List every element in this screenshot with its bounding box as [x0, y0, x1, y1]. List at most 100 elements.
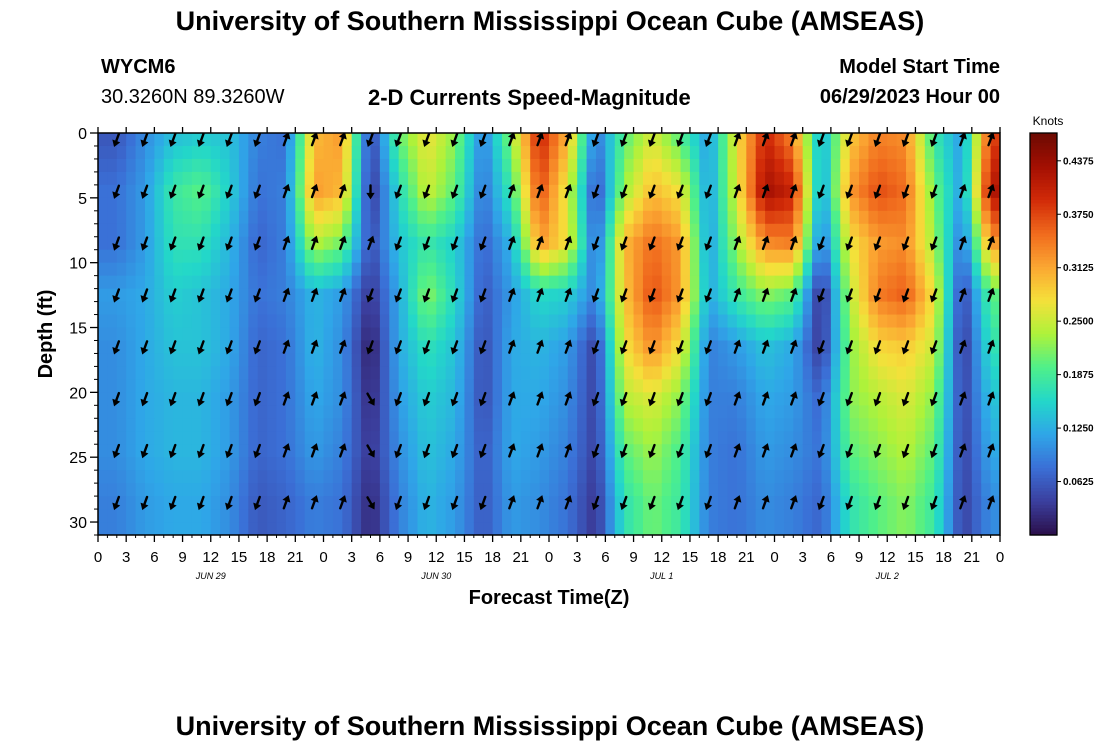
heatmap-cell	[389, 262, 400, 277]
heatmap-cell	[445, 314, 456, 329]
current-arrow	[450, 495, 459, 511]
heatmap-cell	[934, 379, 945, 393]
heatmap-cell	[849, 145, 860, 160]
heatmap-cell	[708, 431, 719, 445]
heatmap-cell	[126, 133, 137, 147]
heatmap-cell	[154, 184, 165, 199]
colorbar-segment	[1030, 364, 1057, 369]
heatmap-cell	[887, 249, 898, 264]
heatmap-cell	[934, 444, 945, 458]
current-arrow	[676, 391, 684, 407]
heatmap-cell	[455, 249, 466, 264]
heatmap-cell	[558, 431, 569, 445]
heatmap-cell	[483, 223, 494, 238]
heatmap-cell	[370, 444, 381, 458]
colorbar-tick-label: 0.3750	[1063, 210, 1094, 221]
heatmap-cell	[896, 275, 907, 290]
heatmap-cell	[426, 249, 437, 264]
heatmap-cell	[398, 197, 409, 212]
heatmap-cell	[821, 210, 832, 225]
heatmap-cell	[765, 366, 776, 380]
heatmap-cell	[840, 431, 851, 445]
heatmap-cell	[652, 392, 663, 406]
heatmap-cell	[464, 340, 475, 355]
colorbar-segment	[1030, 417, 1057, 422]
colorbar-segment	[1030, 206, 1057, 211]
heatmap-cell	[708, 184, 719, 199]
current-arrow	[647, 133, 656, 148]
current-arrow	[253, 184, 262, 199]
heatmap-cell	[699, 353, 710, 368]
heatmap-cell	[502, 509, 513, 523]
heatmap-cell	[990, 145, 1000, 160]
heatmap-cell	[398, 158, 409, 173]
current-arrow	[338, 391, 347, 406]
heatmap-cell	[802, 327, 813, 342]
heatmap-cell	[408, 392, 419, 406]
heatmap-cell	[398, 288, 409, 303]
heatmap-cell	[379, 301, 390, 316]
heatmap-cell	[981, 483, 992, 497]
heatmap-cell	[642, 210, 653, 225]
current-arrow	[647, 391, 656, 407]
heatmap-cell	[821, 236, 832, 251]
heatmap-cell	[746, 262, 757, 277]
heatmap-cell	[652, 483, 663, 497]
heatmap-cell	[708, 353, 719, 368]
heatmap-cell	[962, 262, 973, 277]
heatmap-cell	[915, 133, 926, 147]
heatmap-cell	[426, 392, 437, 406]
current-arrow	[422, 443, 431, 459]
heatmap-cell	[971, 275, 982, 290]
heatmap-cell	[201, 379, 212, 393]
heatmap-cell	[614, 470, 625, 484]
heatmap-cell	[774, 314, 785, 329]
heatmap-cell	[248, 210, 259, 225]
heatmap-cell	[971, 496, 982, 510]
heatmap-cell	[812, 184, 823, 199]
heatmap-cell	[812, 509, 823, 523]
heatmap-cell	[107, 405, 118, 419]
heatmap-cell	[577, 379, 588, 393]
heatmap-cell	[323, 483, 334, 497]
heatmap-cell	[708, 392, 719, 406]
heatmap-cell	[351, 496, 362, 510]
current-arrow	[536, 133, 545, 147]
heatmap-cell	[408, 314, 419, 329]
colorbar-segment	[1030, 461, 1057, 466]
heatmap-cell	[567, 236, 578, 251]
heatmap-cell	[915, 483, 926, 497]
current-arrow	[196, 495, 205, 511]
heatmap-cell	[163, 457, 174, 471]
heatmap-cell	[257, 392, 268, 406]
current-arrow	[591, 288, 600, 303]
heatmap-cell	[877, 223, 888, 238]
heatmap-cell	[990, 184, 1000, 199]
heatmap-cell	[473, 431, 484, 445]
heatmap-cell	[981, 210, 992, 225]
heatmap-cell	[981, 314, 992, 329]
heatmap-cell	[821, 340, 832, 355]
heatmap-cell	[793, 483, 804, 497]
current-arrow	[676, 184, 684, 199]
colorbar-segment	[1030, 531, 1057, 536]
heatmap-cell	[934, 418, 945, 432]
heatmap-cell	[323, 197, 334, 212]
heatmap-cell	[98, 340, 108, 355]
heatmap-cell	[276, 340, 287, 355]
heatmap-cell	[276, 210, 287, 225]
heatmap-cell	[605, 145, 616, 160]
heatmap-cell	[511, 301, 522, 316]
y-tick-label: 30	[69, 515, 87, 532]
current-arrow	[112, 391, 121, 407]
heatmap-cell	[812, 496, 823, 510]
heatmap-cell	[953, 223, 964, 238]
heatmap-cell	[595, 431, 606, 445]
heatmap-cell	[671, 197, 682, 212]
heatmap-cell	[436, 457, 447, 471]
heatmap-cell	[765, 353, 776, 368]
heatmap-cell	[144, 145, 155, 160]
heatmap-cell	[633, 145, 644, 160]
heatmap-cell	[285, 275, 296, 290]
heatmap-cell	[859, 236, 870, 251]
